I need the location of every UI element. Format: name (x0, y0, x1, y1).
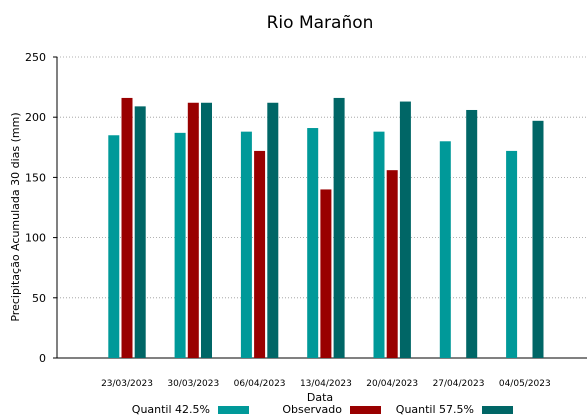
bar-quantil-57-5--5 (466, 109, 478, 358)
bar-quantil-42-5--2 (240, 131, 252, 358)
bar-quantil-57-5--1 (201, 102, 212, 358)
x-tick-label: 30/03/2023 (167, 379, 219, 389)
x-tick-label: 20/04/2023 (366, 379, 418, 389)
x-tick-label: 04/05/2023 (499, 379, 551, 389)
x-tick-label: 23/03/2023 (101, 379, 153, 389)
bar-observado-3 (320, 189, 332, 358)
bar-observado-2 (254, 150, 266, 358)
legend: Quantil 42.5% Observado Quantil 57.5% (132, 403, 513, 416)
bar-observado-1 (187, 102, 199, 358)
bars (108, 97, 544, 358)
y-tick-label: 250 (25, 51, 46, 64)
y-tick-label: 0 (39, 352, 46, 365)
legend-swatch (218, 406, 249, 414)
bar-quantil-42-5--6 (506, 150, 518, 358)
y-tick-label: 150 (25, 171, 46, 184)
y-tick-label: 100 (25, 232, 46, 245)
y-axis-label: Precipitação Acumulada 30 dias (mm) (9, 112, 22, 321)
bar-quantil-57-5--4 (399, 101, 411, 358)
x-axis-label: Data (307, 391, 333, 404)
bar-quantil-42-5--4 (373, 131, 385, 358)
legend-label: Quantil 42.5% (132, 403, 210, 416)
legend-label: Quantil 57.5% (396, 403, 474, 416)
y-tick-labels: 0 50 100 150 200 250 (25, 51, 57, 365)
y-tick-label: 200 (25, 111, 46, 124)
bar-quantil-42-5--0 (108, 135, 120, 358)
bar-observado-0 (121, 97, 133, 358)
bar-quantil-42-5--1 (174, 132, 186, 358)
bar-quantil-57-5--2 (267, 102, 279, 358)
x-tick-label: 27/04/2023 (433, 379, 485, 389)
x-tick-label: 13/04/2023 (300, 379, 352, 389)
bar-quantil-57-5--3 (333, 97, 345, 358)
legend-swatch (350, 406, 381, 414)
x-tick-labels: 23/03/2023 30/03/2023 06/04/2023 13/04/2023… (101, 379, 551, 389)
x-tick-label: 06/04/2023 (234, 379, 286, 389)
chart-title: Rio Marañon (267, 13, 374, 33)
legend-label: Observado (282, 403, 342, 416)
bar-observado-4 (386, 170, 398, 358)
bar-quantil-57-5--0 (134, 106, 146, 358)
bar-quantil-42-5--3 (307, 128, 319, 358)
bar-quantil-42-5--5 (439, 141, 451, 358)
bar-quantil-57-5--6 (532, 120, 544, 358)
y-tick-label: 50 (32, 292, 46, 305)
legend-swatch (482, 406, 513, 414)
